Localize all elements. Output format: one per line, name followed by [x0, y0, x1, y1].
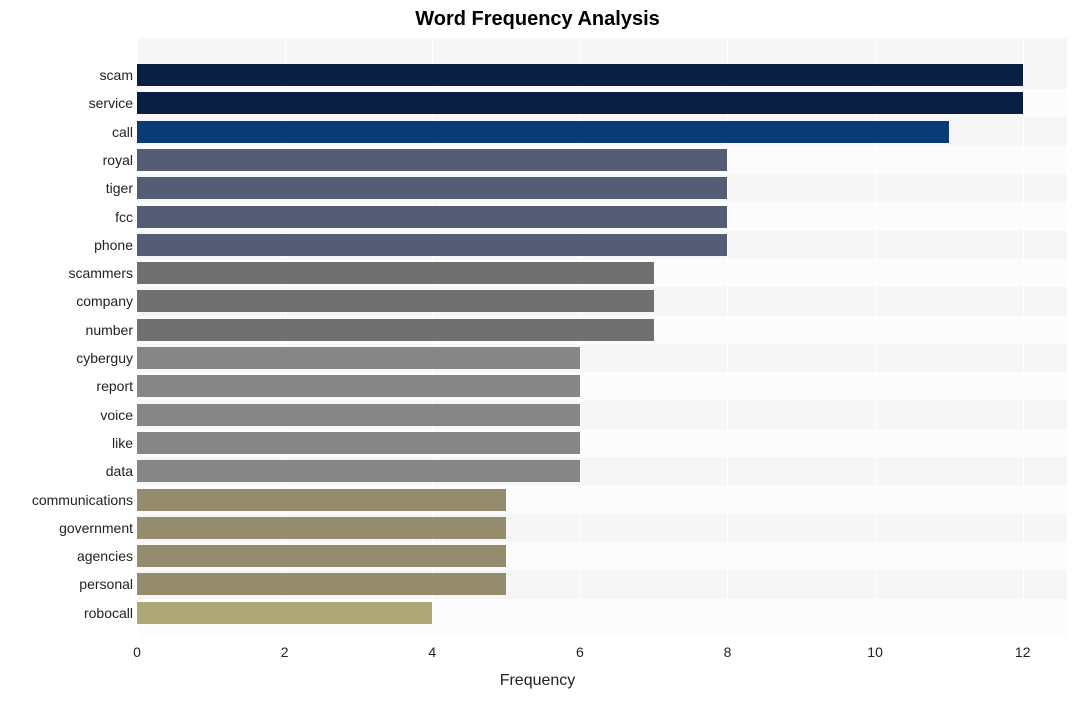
bar [137, 489, 506, 511]
bar [137, 517, 506, 539]
y-tick-label: robocall [3, 602, 133, 624]
x-tick-label: 6 [560, 644, 600, 660]
bar [137, 64, 1023, 86]
bar [137, 602, 432, 624]
y-tick-label: phone [3, 234, 133, 256]
bar [137, 460, 580, 482]
bar [137, 573, 506, 595]
y-tick-label: number [3, 319, 133, 341]
y-tick-label: voice [3, 404, 133, 426]
y-tick-label: communications [3, 489, 133, 511]
y-tick-label: call [3, 121, 133, 143]
grid-line [1023, 38, 1024, 638]
plot-band [137, 38, 1067, 61]
y-tick-label: service [3, 92, 133, 114]
bar [137, 234, 727, 256]
bar [137, 206, 727, 228]
y-tick-label: fcc [3, 206, 133, 228]
y-tick-label: cyberguy [3, 347, 133, 369]
bar [137, 262, 654, 284]
bar [137, 375, 580, 397]
x-tick-label: 4 [412, 644, 452, 660]
x-tick-label: 8 [707, 644, 747, 660]
bar [137, 177, 727, 199]
chart-title: Word Frequency Analysis [0, 8, 1075, 31]
y-tick-label: company [3, 290, 133, 312]
bar [137, 432, 580, 454]
x-tick-label: 12 [1003, 644, 1043, 660]
y-tick-label: government [3, 517, 133, 539]
bar [137, 347, 580, 369]
bar [137, 290, 654, 312]
plot-area [137, 38, 1067, 638]
y-tick-label: like [3, 432, 133, 454]
bar [137, 92, 1023, 114]
x-tick-label: 0 [117, 644, 157, 660]
y-tick-label: scammers [3, 262, 133, 284]
y-tick-label: personal [3, 573, 133, 595]
y-tick-label: royal [3, 149, 133, 171]
word-frequency-chart: Word Frequency Analysis Frequency [0, 0, 1075, 701]
bar [137, 149, 727, 171]
x-tick-label: 2 [265, 644, 305, 660]
bar [137, 319, 654, 341]
y-tick-label: data [3, 460, 133, 482]
y-tick-label: tiger [3, 177, 133, 199]
bar [137, 545, 506, 567]
bar [137, 404, 580, 426]
x-tick-label: 10 [855, 644, 895, 660]
x-axis-label: Frequency [0, 672, 1075, 690]
y-tick-label: report [3, 375, 133, 397]
bar [137, 121, 949, 143]
y-tick-label: agencies [3, 545, 133, 567]
y-tick-label: scam [3, 64, 133, 86]
